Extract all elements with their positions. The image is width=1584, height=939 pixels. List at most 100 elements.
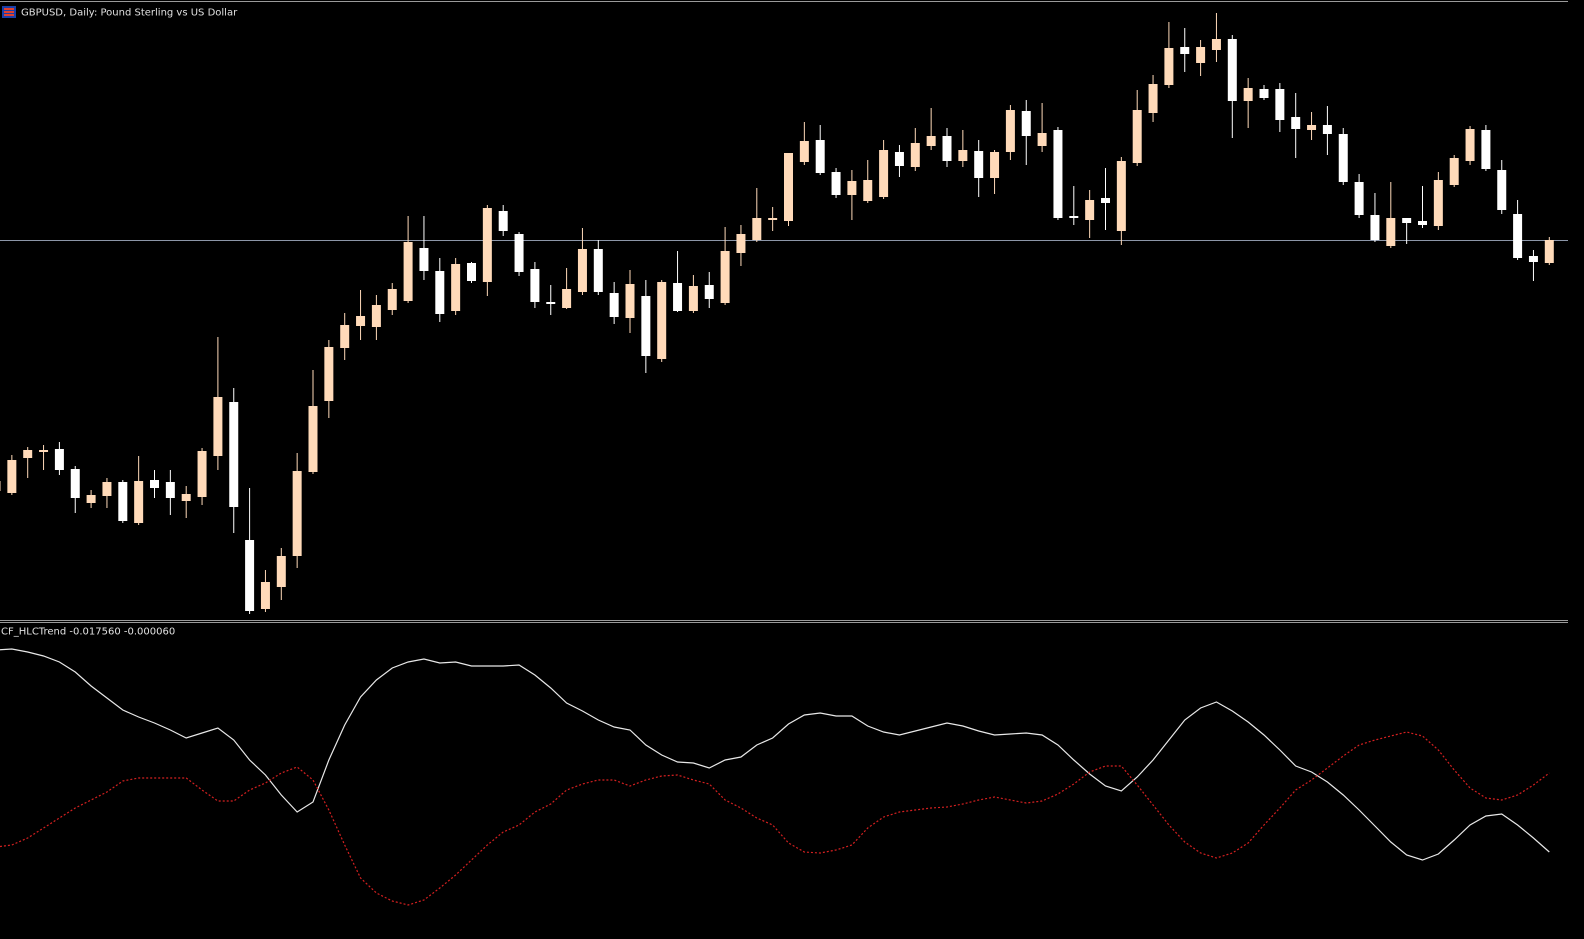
candle-body — [593, 249, 603, 292]
candle-body — [768, 218, 778, 220]
candle-body — [641, 296, 651, 356]
candle-body — [1037, 133, 1047, 146]
candle-body — [213, 397, 223, 456]
candle-body — [514, 234, 524, 272]
candle-body — [451, 264, 461, 311]
candle-body — [1196, 47, 1206, 63]
candle-body — [990, 152, 1000, 178]
candle-body — [1386, 218, 1396, 246]
candle-body — [736, 234, 746, 253]
candle-body — [181, 494, 191, 501]
candle-body — [1322, 125, 1332, 134]
candle-body — [419, 248, 429, 271]
candle-body — [894, 152, 904, 166]
candle-body — [403, 242, 413, 301]
candle-body — [1528, 256, 1538, 262]
candle-body — [340, 325, 350, 348]
candle-body — [799, 141, 809, 162]
candle-body — [229, 402, 239, 507]
candle-body — [831, 172, 841, 195]
candle-body — [1418, 221, 1427, 225]
candle-body — [1481, 130, 1491, 169]
candle-body — [0, 481, 1, 491]
candle-body — [1053, 130, 1063, 218]
candle-body — [308, 406, 318, 472]
candle-body — [150, 480, 159, 488]
candle-body — [1101, 198, 1110, 203]
candle-body — [23, 450, 33, 458]
candle-body — [974, 151, 984, 178]
candle-body — [673, 283, 683, 311]
indicator-title: CF_HLCTrend -0.017560 -0.000060 — [1, 627, 175, 638]
candle-body — [546, 302, 556, 304]
candle-body — [1164, 48, 1174, 85]
candle-body — [7, 460, 17, 493]
chart-title: GBPUSD, Daily: Pound Sterling vs US Doll… — [21, 8, 238, 19]
candle-body — [1354, 182, 1364, 215]
candle-body — [704, 285, 714, 299]
candle-body — [1513, 214, 1523, 258]
candle-body — [958, 150, 968, 161]
candle-body — [1085, 200, 1095, 220]
candle-body — [324, 347, 334, 401]
candle-body — [847, 181, 857, 195]
candle-body — [276, 556, 286, 587]
candle-body — [134, 481, 144, 523]
candle-body — [910, 143, 920, 167]
candle-body — [1211, 39, 1221, 50]
candle-body — [356, 316, 366, 326]
candle-body — [292, 471, 302, 556]
candle-body — [562, 289, 572, 308]
candle-body — [688, 286, 698, 311]
candle-body — [498, 211, 508, 231]
candle-body — [1370, 215, 1380, 240]
candle-body — [197, 451, 207, 497]
candle-body — [530, 269, 540, 302]
candle-body — [245, 540, 255, 611]
candle-body — [371, 305, 381, 327]
candle-body — [577, 249, 587, 292]
symbol-icon — [2, 6, 16, 18]
candle-body — [1259, 89, 1269, 98]
candle-body — [102, 482, 112, 496]
candle-body — [1338, 134, 1348, 182]
candle-body — [118, 482, 128, 521]
candle-body — [1005, 110, 1015, 152]
candle-body — [609, 293, 619, 317]
candle-body — [1243, 88, 1253, 101]
candle-body — [1307, 125, 1317, 130]
candle-body — [1497, 170, 1507, 210]
candle-body — [784, 153, 793, 221]
candle-body — [86, 495, 96, 503]
candle-body — [1069, 216, 1079, 218]
candle-body — [657, 282, 667, 359]
candle-body — [1433, 180, 1443, 226]
candle-body — [1116, 161, 1126, 231]
candle-body — [387, 289, 397, 310]
candle-body — [879, 150, 889, 197]
candle-body — [467, 263, 476, 281]
candle-body — [54, 449, 64, 470]
candle-body — [1021, 111, 1031, 136]
candle-body — [1227, 39, 1237, 101]
candle-body — [1291, 117, 1301, 129]
candle-body — [70, 469, 80, 498]
candle-body — [1465, 129, 1475, 161]
candle-body — [260, 582, 270, 609]
candle-body — [1402, 218, 1412, 223]
candle-body — [815, 140, 825, 173]
candle-body — [1275, 89, 1285, 120]
candle-body — [752, 218, 762, 240]
candle-body — [1132, 110, 1142, 163]
candle-body — [39, 450, 49, 452]
candle-body — [1449, 158, 1459, 185]
indicator-line — [0, 648, 1550, 861]
candle-body — [165, 482, 175, 498]
candle-body — [625, 284, 635, 318]
candle-body — [1180, 47, 1190, 54]
indicator-line — [0, 731, 1550, 906]
candle-body — [482, 208, 492, 282]
candle-body — [1544, 240, 1554, 263]
candle-body — [435, 271, 445, 314]
